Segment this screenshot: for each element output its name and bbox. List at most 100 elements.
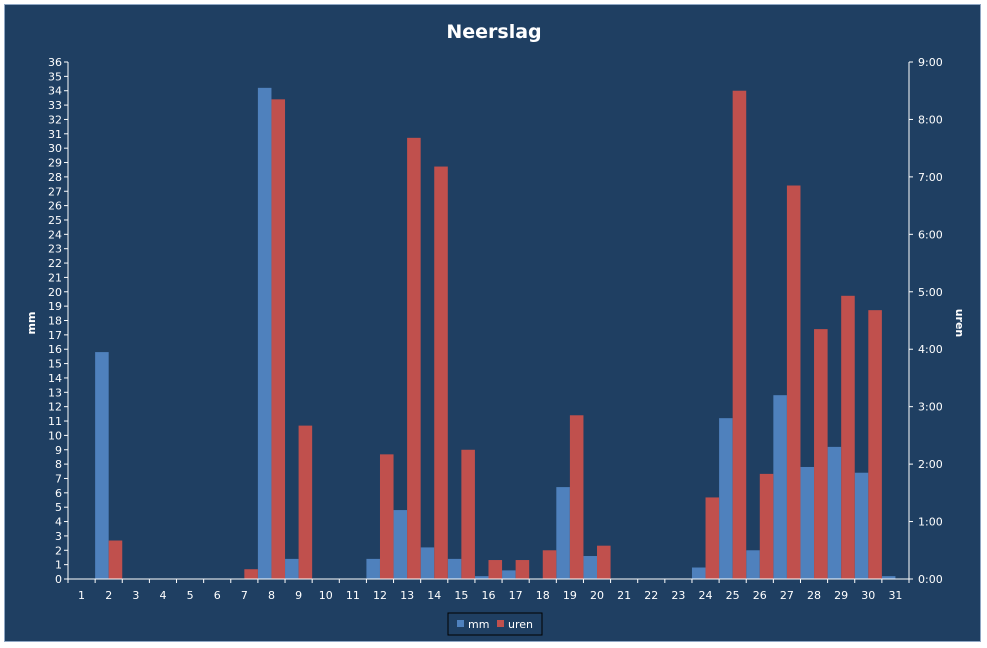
bar-uren-7 — [244, 569, 258, 579]
x-tick-label: 19 — [563, 589, 577, 602]
bar-mm-8 — [257, 87, 272, 579]
bar-uren-20 — [597, 545, 611, 579]
x-tick-label: 17 — [509, 589, 523, 602]
bar-uren-28 — [814, 329, 828, 579]
y2-tick-label: 2:00 — [918, 458, 943, 471]
bar-uren-29 — [841, 295, 855, 579]
x-tick-label: 15 — [454, 589, 468, 602]
x-tick-label: 27 — [780, 589, 794, 602]
bar-uren-18 — [542, 550, 557, 579]
bar-mm-30 — [854, 472, 869, 579]
y-tick-label: 20 — [48, 286, 62, 299]
y-tick-label: 10 — [48, 429, 62, 442]
bar-mm-24 — [691, 567, 706, 579]
x-tick-label: 1 — [78, 589, 85, 602]
x-tick-label: 28 — [807, 589, 821, 602]
y-tick-label: 12 — [48, 401, 62, 414]
x-tick-label: 14 — [427, 589, 441, 602]
y-tick-label: 29 — [48, 157, 62, 170]
bar-mm-19 — [556, 487, 570, 579]
y2-axis-title: uren — [953, 309, 966, 338]
bar-mm-31 — [881, 576, 896, 579]
y2-tick-label: 8:00 — [918, 113, 943, 126]
x-tick-label: 24 — [699, 589, 713, 602]
y-tick-label: 0 — [55, 573, 62, 586]
x-tick-label: 23 — [671, 589, 685, 602]
bar-uren-14 — [434, 166, 448, 580]
x-tick-label: 8 — [268, 589, 275, 602]
bar-uren-8 — [271, 99, 286, 579]
bar-uren-2 — [108, 540, 123, 579]
bar-uren-12 — [379, 454, 394, 579]
bar-uren-27 — [786, 185, 801, 579]
bar-mm-17 — [502, 570, 516, 579]
x-tick-label: 6 — [214, 589, 221, 602]
bar-uren-17 — [515, 560, 530, 579]
y-tick-label: 32 — [48, 113, 62, 126]
legend-box — [447, 612, 543, 636]
y2-tick-label: 7:00 — [918, 171, 943, 184]
x-tick-label: 21 — [617, 589, 631, 602]
bar-uren-15 — [461, 449, 475, 579]
y-tick-label: 3 — [55, 530, 62, 543]
y-tick-label: 11 — [48, 415, 62, 428]
bar-mm-12 — [366, 558, 380, 579]
x-tick-label: 9 — [295, 589, 302, 602]
bar-mm-27 — [773, 395, 787, 579]
y2-tick-label: 9:00 — [918, 56, 943, 69]
y-tick-label: 18 — [48, 315, 62, 328]
x-tick-label: 30 — [861, 589, 875, 602]
y-tick-label: 31 — [48, 128, 62, 141]
legend-label-mm: mm — [468, 618, 489, 631]
y-tick-label: 6 — [55, 487, 62, 500]
x-tick-label: 11 — [346, 589, 360, 602]
y2-tick-label: 6:00 — [918, 228, 943, 241]
x-tick-label: 12 — [373, 589, 387, 602]
y-tick-label: 8 — [55, 458, 62, 471]
bar-mm-16 — [474, 576, 489, 579]
x-tick-label: 3 — [132, 589, 139, 602]
x-tick-label: 18 — [536, 589, 550, 602]
y-axis-title: mm — [25, 312, 38, 335]
y-tick-label: 28 — [48, 171, 62, 184]
ticks-layer: 0123456789101112131415161718192021222324… — [48, 56, 943, 602]
x-tick-label: 2 — [105, 589, 112, 602]
x-tick-label: 13 — [400, 589, 414, 602]
x-tick-label: 25 — [726, 589, 740, 602]
legend-swatch-mm — [457, 620, 464, 627]
y-tick-label: 21 — [48, 271, 62, 284]
x-tick-label: 22 — [644, 589, 658, 602]
y-tick-label: 34 — [48, 85, 62, 98]
bar-uren-24 — [705, 497, 720, 579]
legend: mm uren — [447, 612, 543, 636]
bar-mm-26 — [746, 550, 760, 579]
y-tick-label: 35 — [48, 70, 62, 83]
x-tick-label: 10 — [319, 589, 333, 602]
bar-uren-30 — [868, 310, 882, 579]
x-tick-label: 29 — [834, 589, 848, 602]
y-tick-label: 7 — [55, 472, 62, 485]
bar-uren-9 — [298, 425, 313, 579]
x-tick-label: 31 — [888, 589, 902, 602]
x-tick-label: 26 — [753, 589, 767, 602]
y-tick-label: 14 — [48, 372, 62, 385]
y-tick-label: 2 — [55, 544, 62, 557]
y2-tick-label: 5:00 — [918, 286, 943, 299]
bar-mm-13 — [393, 510, 408, 579]
y-tick-label: 23 — [48, 243, 62, 256]
bar-mm-29 — [827, 446, 842, 579]
bars-layer — [95, 87, 896, 580]
chart-canvas: Neerslag 0123456789101112131415161718192… — [25, 21, 966, 636]
bar-mm-20 — [583, 556, 598, 579]
x-tick-label: 4 — [159, 589, 166, 602]
y2-tick-label: 1:00 — [918, 516, 943, 529]
y-tick-label: 4 — [55, 516, 62, 529]
y2-tick-label: 4:00 — [918, 343, 943, 356]
legend-label-uren: uren — [508, 618, 533, 631]
y-tick-label: 24 — [48, 228, 62, 241]
y-tick-label: 27 — [48, 185, 62, 198]
y-tick-label: 19 — [48, 300, 62, 313]
bar-mm-25 — [719, 418, 733, 579]
y-tick-label: 30 — [48, 142, 62, 155]
bar-uren-26 — [759, 473, 774, 579]
